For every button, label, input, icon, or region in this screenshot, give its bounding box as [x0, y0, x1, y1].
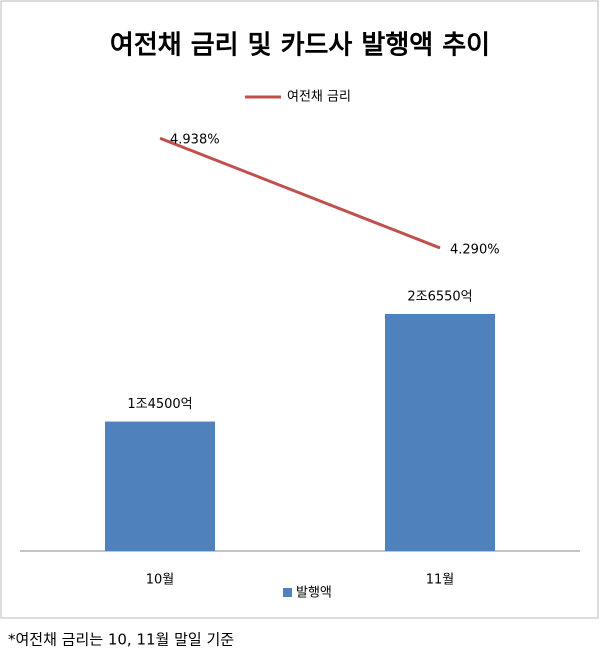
line — [159, 136, 441, 250]
legend-label: 발행액 — [296, 585, 332, 601]
chart-frame — [0, 0, 599, 619]
legend-swatch — [283, 588, 292, 597]
bar — [105, 421, 215, 551]
footnote: *여전채 금리는 10, 11월 말일 기준 — [8, 631, 234, 649]
data-label: 1조4500억 — [127, 397, 192, 412]
data-label: 2조6550억 — [407, 289, 472, 304]
x-tick-label: 10월 — [146, 573, 175, 588]
data-label: 4.938% — [170, 133, 220, 148]
chart-title: 여전채 금리 및 카드사 발행액 추이 — [110, 31, 490, 61]
legend-label: 여전채 금리 — [287, 90, 351, 105]
bar — [385, 313, 495, 551]
data-label: 4.290% — [450, 242, 500, 257]
x-tick-label: 11월 — [426, 573, 455, 588]
